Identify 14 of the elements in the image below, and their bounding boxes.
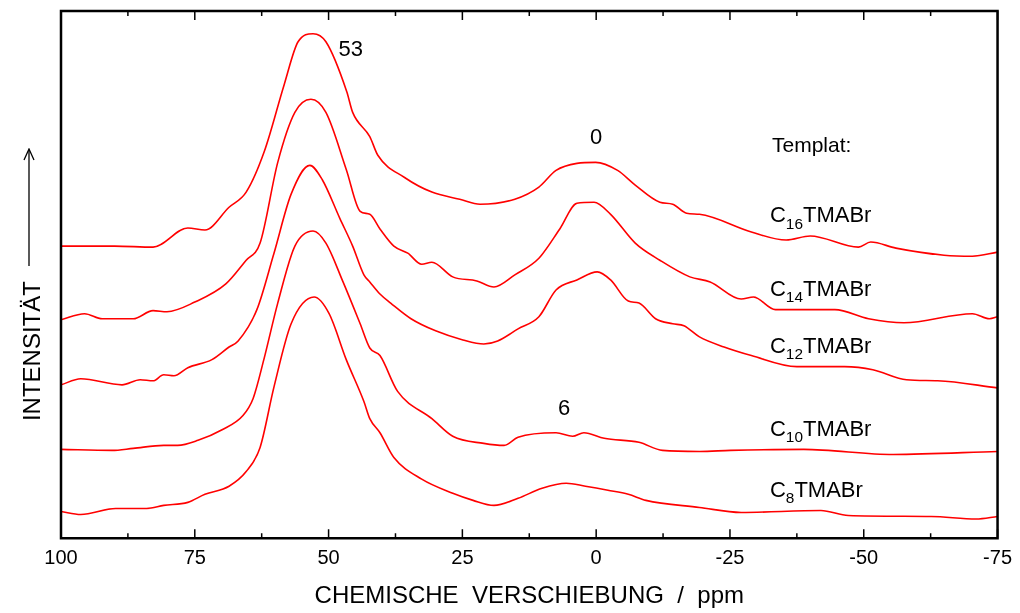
x-tick-label: 50	[317, 545, 340, 568]
x-tick-label: -75	[983, 545, 1012, 568]
annotation: 6	[557, 394, 571, 420]
y-axis-title: INTENSITÄT	[18, 280, 45, 422]
x-tick-label: 100	[44, 545, 78, 568]
x-axis-title: CHEMISCHE VERSCHIEBUNG / ppm	[314, 581, 744, 609]
x-tick-label: 75	[183, 545, 206, 568]
x-tick-label: 25	[451, 545, 474, 568]
x-tick-label: -50	[849, 545, 879, 568]
x-tick-label: 0	[590, 545, 602, 568]
annotation: 0	[590, 124, 603, 150]
annotation: 53	[338, 35, 364, 61]
x-tick-label: -25	[715, 545, 745, 568]
annotation: Templat:	[771, 133, 852, 157]
